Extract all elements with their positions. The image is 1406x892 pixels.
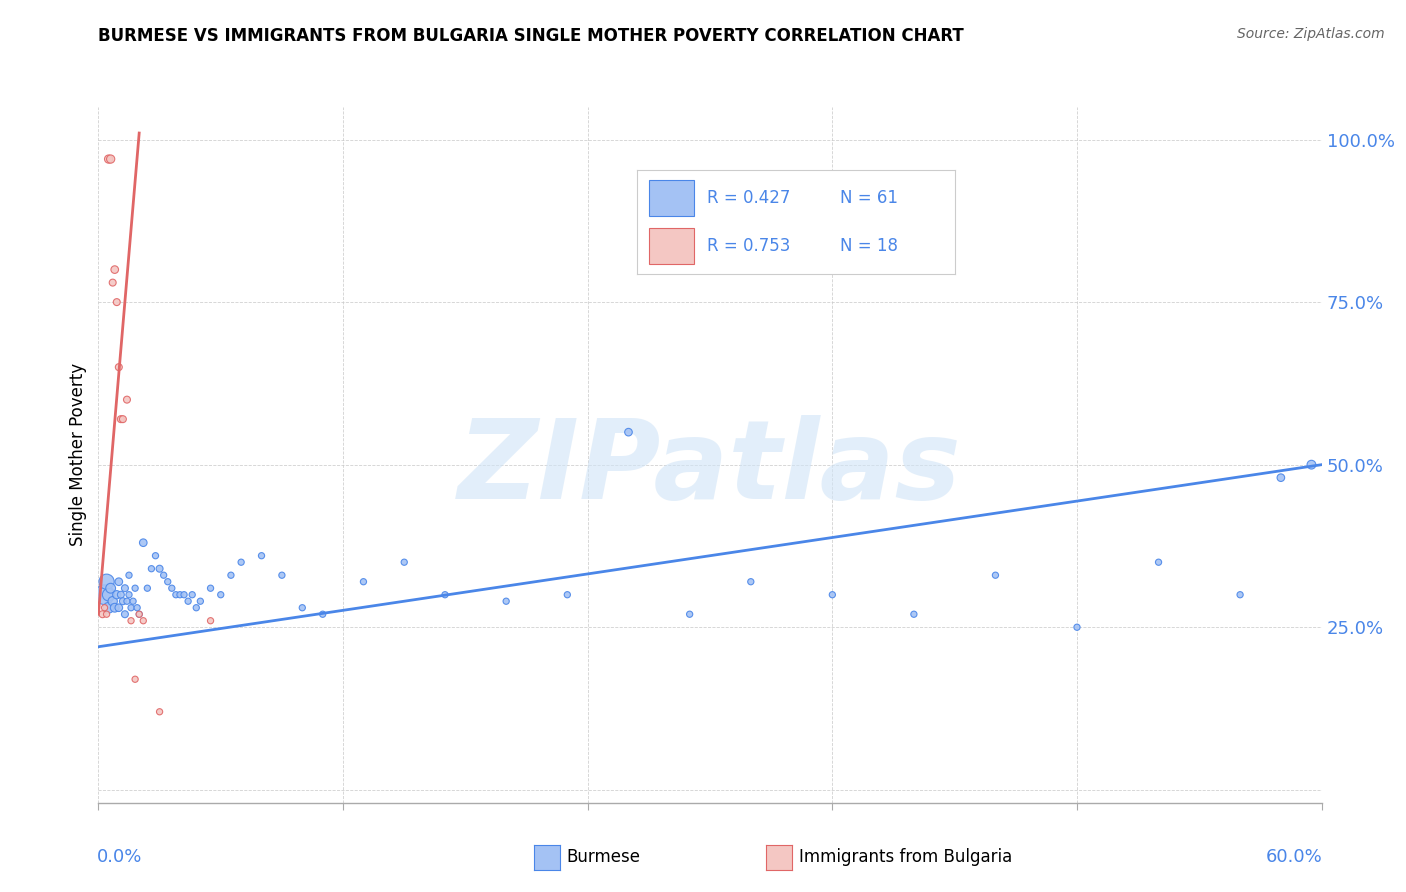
Point	[209, 588, 232, 602]
Point	[118, 588, 141, 602]
Point	[122, 594, 145, 608]
Point	[1066, 620, 1088, 634]
Point	[105, 588, 128, 602]
Point	[617, 425, 640, 439]
Point	[124, 672, 146, 686]
Point	[115, 392, 138, 407]
Text: 60.0%: 60.0%	[1267, 848, 1323, 866]
Point	[434, 588, 457, 602]
Point	[127, 600, 149, 615]
Point	[231, 555, 253, 569]
Point	[114, 607, 136, 622]
Point	[156, 574, 179, 589]
Point	[132, 614, 155, 628]
Point	[104, 600, 127, 615]
Point	[124, 581, 146, 595]
Point	[1301, 458, 1323, 472]
Point	[91, 607, 114, 622]
Point	[186, 600, 208, 615]
Point	[152, 568, 174, 582]
Point	[352, 574, 374, 589]
Point	[110, 412, 132, 426]
Text: 0.0%: 0.0%	[97, 848, 142, 866]
Point	[105, 295, 128, 310]
Point	[93, 588, 115, 602]
Point	[111, 412, 134, 426]
Y-axis label: Single Mother Poverty: Single Mother Poverty	[69, 363, 87, 547]
Point	[120, 614, 142, 628]
Point	[145, 549, 167, 563]
Point	[984, 568, 1007, 582]
Point	[1229, 588, 1251, 602]
Point	[149, 562, 172, 576]
Point	[128, 607, 150, 622]
Point	[97, 588, 120, 602]
Point	[181, 588, 204, 602]
Point	[1147, 555, 1170, 569]
Point	[169, 588, 191, 602]
Point	[101, 276, 124, 290]
Point	[250, 549, 273, 563]
Point	[188, 594, 212, 608]
Point	[200, 581, 222, 595]
Point	[392, 555, 416, 569]
Point	[821, 588, 844, 602]
Point	[108, 360, 131, 375]
Point	[1270, 471, 1292, 485]
Point	[128, 607, 150, 622]
Point	[111, 594, 134, 608]
Point	[104, 262, 127, 277]
Point	[149, 705, 172, 719]
Point	[108, 600, 131, 615]
Point	[679, 607, 702, 622]
Point	[108, 574, 131, 589]
Point	[97, 152, 120, 166]
Text: Immigrants from Bulgaria: Immigrants from Bulgaria	[799, 848, 1012, 866]
Point	[100, 152, 122, 166]
Point	[97, 600, 120, 615]
Point	[115, 594, 138, 608]
Point	[96, 607, 118, 622]
Point	[173, 588, 195, 602]
Point	[120, 600, 142, 615]
Point	[160, 581, 183, 595]
Point	[555, 588, 579, 602]
Text: Source: ZipAtlas.com: Source: ZipAtlas.com	[1237, 27, 1385, 41]
Point	[200, 614, 222, 628]
Point	[177, 594, 200, 608]
Point	[312, 607, 335, 622]
Text: BURMESE VS IMMIGRANTS FROM BULGARIA SINGLE MOTHER POVERTY CORRELATION CHART: BURMESE VS IMMIGRANTS FROM BULGARIA SING…	[98, 27, 965, 45]
Text: ZIPatlas: ZIPatlas	[458, 416, 962, 523]
Point	[740, 574, 762, 589]
Point	[100, 581, 122, 595]
Point	[101, 594, 124, 608]
Point	[136, 581, 159, 595]
Point	[165, 588, 187, 602]
Point	[96, 574, 118, 589]
Point	[114, 581, 136, 595]
Point	[495, 594, 517, 608]
Point	[219, 568, 242, 582]
Point	[93, 600, 115, 615]
Point	[291, 600, 314, 615]
Point	[903, 607, 925, 622]
Point	[118, 568, 141, 582]
Point	[270, 568, 294, 582]
Text: Burmese: Burmese	[567, 848, 641, 866]
Point	[110, 588, 132, 602]
Point	[141, 562, 163, 576]
Point	[132, 535, 155, 549]
